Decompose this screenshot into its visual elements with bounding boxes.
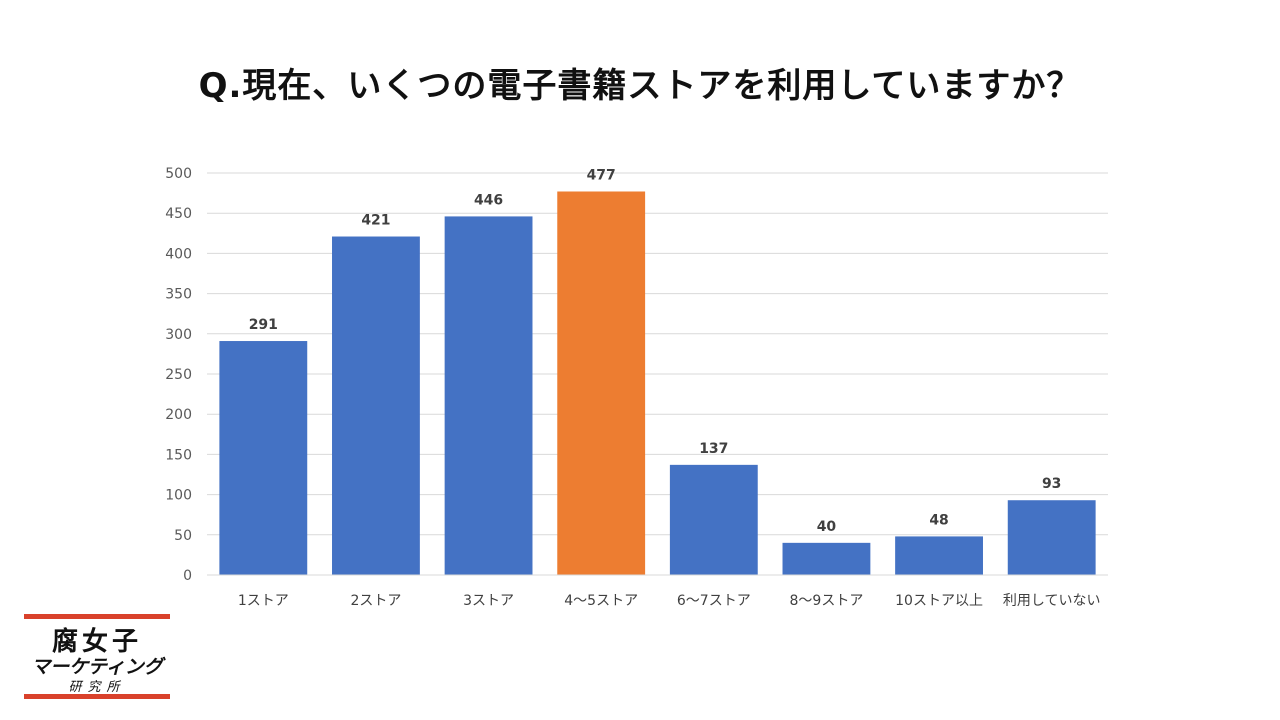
bar-5 [782,542,871,575]
logo-line3: 研究所 [68,680,126,695]
x-tick-label-7: 利用していない [1003,593,1101,609]
x-axis-labels: 1ストア 2ストア 3ストア 4～5ストア 6～7ストア 8～9ストア 10ストア以上 利用し… [238,593,1101,609]
bar-2 [444,216,533,575]
x-tick-label-5: 8～9ストア [790,593,864,609]
y-tick-label-2: 100 [165,488,192,504]
data-label-6: 48 [929,512,948,528]
bar-7 [1007,500,1096,575]
x-tick-label-2: 3ストア [463,593,514,609]
data-label-7: 93 [1042,476,1061,492]
data-label-1: 421 [361,213,390,229]
logo-line1: 腐女子 [51,627,142,657]
data-label-4: 137 [699,441,728,457]
bar-0 [219,341,308,575]
y-tick-label-6: 300 [165,327,192,343]
data-labels: 291 421 446 477 137 40 48 93 [249,167,1062,534]
y-tick-label-7: 350 [165,287,192,303]
y-tick-label-3: 150 [165,447,192,463]
y-tick-label-4: 200 [165,407,192,423]
data-label-5: 40 [817,519,837,535]
data-label-0: 291 [249,317,278,333]
bar-6 [895,536,983,575]
chart-title: Q.現在、いくつの電子書籍ストアを利用していますか？ [198,66,1082,106]
bar-1 [332,236,420,576]
bar-4 [669,464,758,575]
y-tick-label-0: 0 [183,568,192,584]
x-tick-label-4: 6～7ストア [677,593,751,609]
y-tick-label-5: 250 [165,367,192,383]
bar-3 [557,191,646,575]
logo-top-bar [24,614,170,619]
y-tick-label-8: 400 [165,246,192,262]
y-tick-label-10: 500 [165,166,192,182]
y-axis-ticks: 0 50 100 150 200 250 300 350 400 450 500 [165,166,192,584]
x-tick-label-6: 10ストア以上 [895,593,983,609]
logo-bottom-bar [24,694,170,699]
x-tick-label-1: 2ストア [350,593,401,609]
y-tick-label-9: 450 [165,206,192,222]
x-tick-label-3: 4～5ストア [564,593,638,609]
x-tick-label-0: 1ストア [238,593,289,609]
logo: 腐女子 マーケティング 研究所 [24,614,170,700]
data-label-2: 446 [474,192,503,208]
data-label-3: 477 [587,167,616,183]
bars [219,191,1096,576]
y-tick-label-1: 50 [174,528,192,544]
logo-line2: マーケティング [31,656,163,678]
